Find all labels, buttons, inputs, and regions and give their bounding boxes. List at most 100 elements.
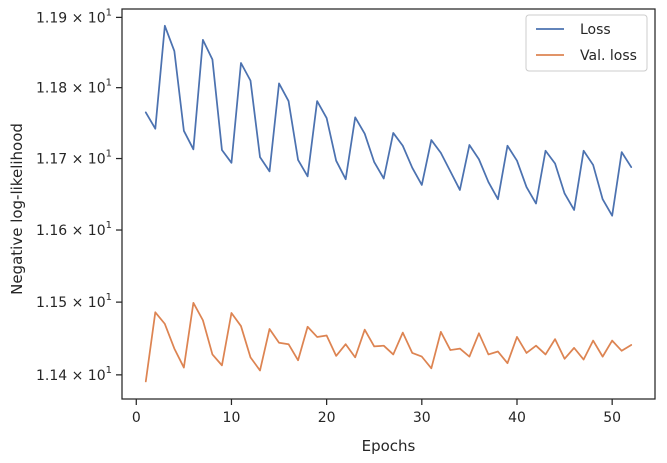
data-point-loss xyxy=(402,145,404,147)
x-tick-label: 30 xyxy=(413,410,431,426)
data-point-val-loss xyxy=(345,343,347,345)
data-point-val-loss xyxy=(497,350,499,353)
legend-label-loss: Loss xyxy=(580,22,611,38)
data-point-loss xyxy=(430,139,432,141)
data-point-loss xyxy=(173,50,175,52)
data-point-val-loss xyxy=(373,345,375,348)
data-point-val-loss xyxy=(544,353,547,356)
data-point-val-loss xyxy=(307,326,309,328)
data-point-val-loss xyxy=(506,362,509,364)
data-point-val-loss xyxy=(583,358,585,361)
data-point-loss xyxy=(202,39,204,41)
data-point-val-loss xyxy=(249,356,252,358)
data-point-loss xyxy=(621,151,623,153)
data-point-val-loss xyxy=(563,358,566,360)
data-point-loss xyxy=(583,150,585,152)
data-point-val-loss xyxy=(173,348,175,350)
data-point-val-loss xyxy=(164,323,166,325)
data-point-val-loss xyxy=(183,366,185,369)
data-point-val-loss xyxy=(364,329,366,331)
data-point-val-loss xyxy=(602,356,604,358)
data-point-loss xyxy=(573,209,575,211)
data-point-val-loss xyxy=(478,332,480,334)
x-tick-label: 10 xyxy=(223,410,241,426)
data-point-val-loss xyxy=(326,334,328,337)
y-tick-label: 1.16 × 101 xyxy=(36,220,112,239)
data-point-loss xyxy=(307,175,309,177)
y-axis-label: Negative log-likelihood xyxy=(8,123,26,295)
data-point-loss xyxy=(316,100,318,102)
data-point-loss xyxy=(506,145,509,147)
data-point-loss xyxy=(221,149,223,151)
data-point-val-loss xyxy=(592,340,594,342)
data-point-val-loss xyxy=(554,338,556,340)
data-point-loss xyxy=(183,130,185,132)
y-tick-label: 1.14 × 101 xyxy=(36,365,112,384)
data-point-val-loss xyxy=(335,355,337,357)
data-point-loss xyxy=(192,148,194,150)
data-point-val-loss xyxy=(516,336,518,338)
y-tick-label: 1.17 × 101 xyxy=(36,149,112,168)
data-point-loss xyxy=(211,58,214,61)
legend-label-val-loss: Val. loss xyxy=(580,48,637,64)
data-point-loss xyxy=(554,162,556,165)
series-line-loss xyxy=(144,24,633,217)
data-point-val-loss xyxy=(297,359,299,361)
data-point-loss xyxy=(592,164,594,166)
data-point-val-loss xyxy=(383,345,385,347)
data-point-val-loss xyxy=(211,353,214,356)
data-point-loss xyxy=(278,82,280,85)
data-point-val-loss xyxy=(535,345,537,347)
x-tick-label: 50 xyxy=(603,410,621,426)
data-point-val-loss xyxy=(392,353,394,356)
x-axis-label: Epochs xyxy=(362,437,416,455)
data-point-loss xyxy=(497,198,499,200)
data-point-loss xyxy=(516,160,518,162)
data-point-val-loss xyxy=(316,336,318,338)
data-point-loss xyxy=(440,152,442,154)
data-point-loss xyxy=(602,198,604,200)
data-point-loss xyxy=(154,128,156,130)
data-point-val-loss xyxy=(468,356,470,358)
data-point-loss xyxy=(287,100,290,102)
data-point-val-loss xyxy=(230,312,233,314)
data-point-loss xyxy=(268,170,271,172)
data-point-loss xyxy=(478,158,480,160)
data-point-loss xyxy=(259,156,261,158)
data-point-val-loss xyxy=(402,332,404,334)
data-point-val-loss xyxy=(621,350,623,352)
data-point-val-loss xyxy=(268,328,271,330)
legend: Loss Val. loss xyxy=(525,14,648,72)
y-tick-label: 1.18 × 101 xyxy=(36,78,112,97)
data-point-loss xyxy=(345,178,347,180)
data-point-loss xyxy=(611,215,613,217)
data-point-loss xyxy=(373,161,375,163)
data-point-loss xyxy=(326,117,328,119)
data-point-val-loss xyxy=(287,343,290,345)
data-point-loss xyxy=(240,62,242,64)
data-point-loss xyxy=(249,80,252,82)
data-point-val-loss xyxy=(192,302,194,304)
data-point-val-loss xyxy=(421,356,423,358)
series-layer xyxy=(144,24,633,383)
data-point-val-loss xyxy=(154,311,156,313)
data-point-val-loss xyxy=(449,349,451,351)
data-point-loss xyxy=(449,170,451,172)
data-point-loss xyxy=(630,166,632,168)
data-point-val-loss xyxy=(221,364,223,366)
data-point-val-loss xyxy=(459,348,461,350)
data-point-loss xyxy=(335,160,337,162)
data-point-loss xyxy=(468,144,470,146)
data-point-val-loss xyxy=(630,344,632,346)
data-point-val-loss xyxy=(611,340,613,342)
data-point-loss xyxy=(421,184,423,186)
y-tick-label: 1.19 × 101 xyxy=(36,7,112,26)
data-point-loss xyxy=(164,25,166,27)
data-point-loss xyxy=(544,150,547,152)
data-point-loss xyxy=(487,181,490,183)
plot-frame xyxy=(121,8,656,400)
data-point-val-loss xyxy=(259,369,261,372)
x-axis-ticks: 0 10 20 30 40 50 xyxy=(132,399,621,426)
data-point-loss xyxy=(535,202,537,205)
